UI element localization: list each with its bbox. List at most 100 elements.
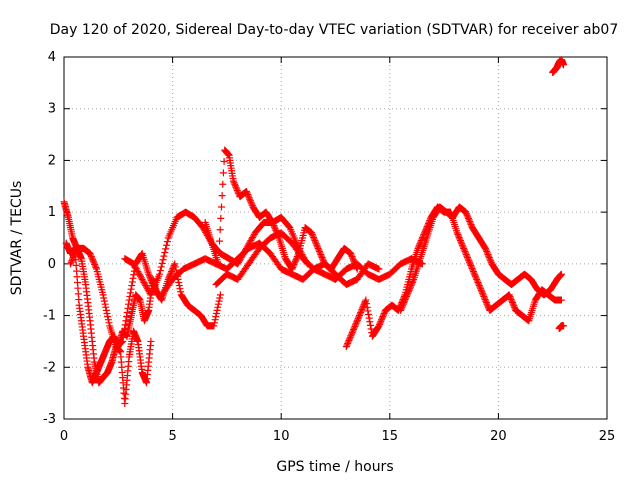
data-point	[146, 273, 154, 281]
data-point	[289, 263, 297, 271]
data-point	[244, 191, 252, 199]
data-point	[403, 291, 411, 299]
data-point	[378, 314, 386, 322]
data-point	[469, 268, 477, 276]
data-point	[68, 257, 76, 265]
data-point	[375, 322, 383, 330]
data-point	[483, 249, 491, 257]
data-point	[67, 258, 75, 266]
x-axis: 0 5 10 15 20 25	[60, 57, 615, 444]
data-series	[555, 322, 568, 332]
x-axis-label: GPS time / hours	[276, 459, 393, 475]
data-point	[92, 263, 100, 271]
data-point	[464, 213, 472, 221]
data-point	[358, 305, 366, 313]
data-point	[460, 246, 468, 254]
data-point	[246, 197, 254, 205]
data-point	[129, 274, 137, 282]
data-point	[122, 317, 130, 325]
data-point	[415, 241, 423, 249]
data-point	[379, 313, 387, 321]
data-point	[313, 241, 321, 249]
data-point	[453, 229, 461, 237]
data-point	[124, 304, 132, 312]
x-tick-label: 15	[382, 429, 399, 444]
data-point	[102, 306, 110, 314]
data-point	[100, 297, 108, 305]
data-point	[70, 252, 78, 260]
data-point	[158, 259, 166, 267]
data-point	[487, 257, 495, 265]
data-point	[454, 230, 462, 238]
data-point	[163, 241, 171, 249]
data-point	[271, 225, 279, 233]
data-point	[308, 230, 316, 238]
data-point	[244, 192, 252, 200]
data-point	[404, 289, 412, 297]
data-point	[350, 326, 358, 334]
data-point	[68, 255, 76, 263]
data-point	[212, 313, 220, 321]
data-point	[508, 297, 516, 305]
data-point	[458, 241, 466, 249]
data-point	[348, 329, 356, 337]
data-point	[310, 235, 318, 243]
data-point	[161, 248, 169, 256]
data-point	[482, 297, 490, 305]
data-point	[464, 255, 472, 263]
data-point	[246, 195, 254, 203]
data-point	[462, 208, 470, 216]
data-point	[482, 246, 490, 254]
data-point	[177, 288, 185, 296]
data-point	[233, 185, 241, 193]
data-point	[464, 214, 472, 222]
data-point	[231, 182, 239, 190]
data-point	[469, 266, 477, 274]
data-point	[311, 237, 319, 245]
data-point	[87, 251, 95, 259]
data-point	[352, 319, 360, 327]
data-point	[471, 272, 479, 280]
data-point	[505, 291, 513, 299]
data-point	[454, 232, 462, 240]
data-point	[245, 194, 253, 202]
data-point	[351, 322, 359, 330]
data-point	[130, 271, 138, 279]
data-point	[483, 247, 491, 255]
data-point	[459, 243, 467, 251]
data-point	[357, 307, 365, 315]
data-point	[354, 315, 362, 323]
data-series	[549, 56, 568, 77]
data-point	[313, 243, 321, 251]
x-tick-label: 20	[490, 429, 507, 444]
data-point	[121, 325, 129, 333]
data-point	[170, 261, 178, 269]
data-point	[560, 322, 568, 330]
data-point	[342, 343, 350, 351]
data-point	[344, 338, 352, 346]
data-point	[269, 218, 277, 226]
data-point	[214, 300, 222, 308]
data-point	[506, 292, 514, 300]
data-point	[175, 278, 183, 286]
data-point	[378, 316, 386, 324]
data-point	[405, 286, 413, 294]
data-point	[474, 278, 482, 286]
data-point	[242, 187, 250, 195]
data-point	[103, 310, 111, 318]
data-point	[215, 248, 223, 256]
data-point	[560, 61, 568, 69]
data-point	[157, 263, 165, 271]
data-point	[216, 291, 224, 299]
data-point	[232, 183, 240, 191]
data-point	[121, 321, 129, 329]
data-point	[270, 222, 278, 230]
data-point	[290, 260, 298, 268]
data-point	[217, 214, 225, 222]
data-point	[166, 272, 174, 280]
data-point	[353, 316, 361, 324]
data-point	[404, 288, 412, 296]
data-point	[89, 257, 97, 265]
data-point	[217, 203, 225, 211]
data-point	[463, 211, 471, 219]
